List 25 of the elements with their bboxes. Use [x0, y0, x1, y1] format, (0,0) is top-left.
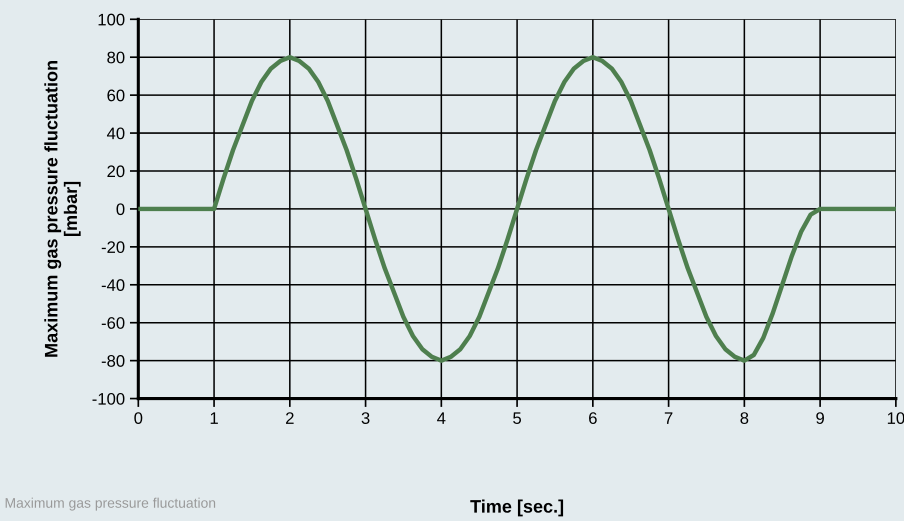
x-tick-label: 4: [437, 412, 446, 424]
y-tick-label: 80: [107, 52, 124, 64]
y-tick-label: 40: [106, 127, 124, 140]
text: Maximum gas pressure fluctuation: [6, 498, 216, 511]
y-tick-label: -40: [102, 279, 124, 291]
y-tick-label: -100: [92, 392, 124, 405]
x-tick-label: 0: [134, 412, 142, 424]
x-tick-label: 8: [740, 412, 748, 424]
x-tick-label: 2: [286, 412, 294, 424]
x-tick-label: 10: [888, 412, 904, 424]
y-tick-label: 20: [107, 165, 124, 178]
x-tick-label: 3: [362, 412, 370, 424]
y-tick-label: -60: [102, 317, 124, 329]
x-axis-title: Time [sec.]: [470, 500, 564, 516]
y-tick-label: -80: [102, 355, 124, 367]
y-tick-label: 0: [116, 203, 124, 216]
x-tick-label: 7: [664, 412, 672, 424]
y-tick-label: -20: [102, 241, 124, 254]
x-tick-label: 1: [210, 412, 218, 424]
x-tick-label: 5: [513, 412, 522, 424]
x-tick-label: 9: [816, 412, 824, 424]
y-axis-title: Maximum gas pressure fluctuation [mbar]: [44, 61, 81, 357]
x-tick-label: 6: [589, 412, 597, 424]
y-tick-label: 100: [98, 14, 124, 26]
y-tick-label: 60: [107, 90, 124, 102]
